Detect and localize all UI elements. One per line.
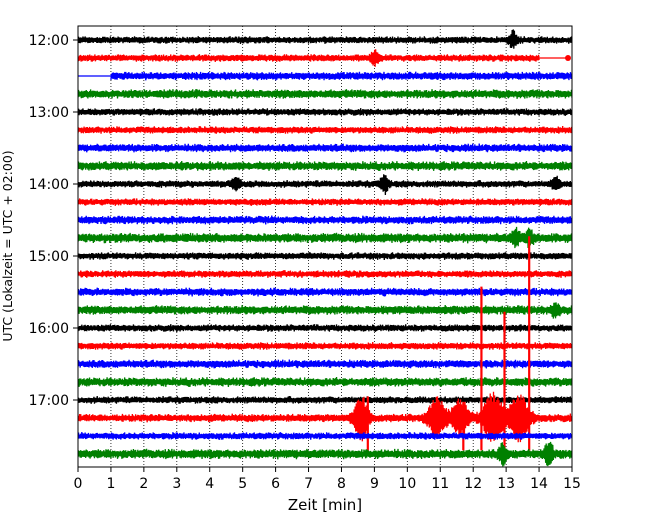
plot-frame <box>77 25 573 468</box>
x-tick-label: 13 <box>497 476 515 492</box>
trace-12:30 <box>110 71 572 81</box>
x-tick-label: 8 <box>337 476 346 492</box>
trace-16:00 <box>78 324 572 332</box>
seismic-traces <box>78 29 572 467</box>
trace-16:15 <box>78 342 572 350</box>
x-tick-label: 12 <box>464 476 482 492</box>
trace-15:45 <box>78 302 572 319</box>
trace-14:15 <box>78 198 572 206</box>
x-tick-label: 3 <box>172 476 181 492</box>
trace-14:45 <box>78 226 572 249</box>
x-tick-label: 10 <box>398 476 416 492</box>
y-tick-label: 15:00 <box>29 249 69 265</box>
y-tick-label: 17:00 <box>29 393 69 409</box>
y-axis-ticks: 12:00 13:00 14:00 15:00 16:00 17:00 <box>29 33 78 409</box>
x-tick-label: 5 <box>238 476 247 492</box>
x-axis-label: Zeit [min] <box>288 496 362 514</box>
y-axis-label: UTC (Lokalzeit = UTC + 02:00) <box>0 150 15 341</box>
x-tick-label: 4 <box>205 476 214 492</box>
trace-13:15 <box>78 126 572 134</box>
y-tick-label: 12:00 <box>29 33 69 49</box>
x-tick-label: 2 <box>139 476 148 492</box>
trace-16:45 <box>78 377 572 387</box>
y-tick-label: 14:00 <box>29 177 69 193</box>
y-tick-label: 13:00 <box>29 105 69 121</box>
x-tick-label: 0 <box>74 476 83 492</box>
trace-13:45 <box>78 161 572 171</box>
x-tick-label: 7 <box>304 476 313 492</box>
x-tick-label: 6 <box>271 476 280 492</box>
y-tick-label: 16:00 <box>29 321 69 337</box>
x-tick-label: 15 <box>563 476 581 492</box>
trace-12:45 <box>78 89 572 99</box>
trace-15:00 <box>78 252 572 260</box>
trace-15:15 <box>78 270 572 278</box>
x-axis-ticks: 0 1 2 3 4 5 6 7 8 9 10 11 12 13 14 15 <box>74 467 581 492</box>
x-tick-label: 11 <box>431 476 449 492</box>
trace-end-marker <box>565 55 571 61</box>
x-tick-label: 14 <box>530 476 548 492</box>
trace-17:30 <box>78 432 572 440</box>
trace-14:30 <box>78 215 572 225</box>
trace-16:30 <box>78 359 572 369</box>
trace-15:30 <box>78 287 572 297</box>
trace-13:00 <box>78 108 572 116</box>
x-tick-label: 1 <box>106 476 115 492</box>
trace-14:00 <box>78 174 572 195</box>
trace-12:00 <box>78 29 572 49</box>
trace-12:15 <box>78 49 540 67</box>
trace-17:45 <box>78 441 572 467</box>
x-tick-label: 9 <box>370 476 379 492</box>
trace-13:30 <box>78 143 572 153</box>
